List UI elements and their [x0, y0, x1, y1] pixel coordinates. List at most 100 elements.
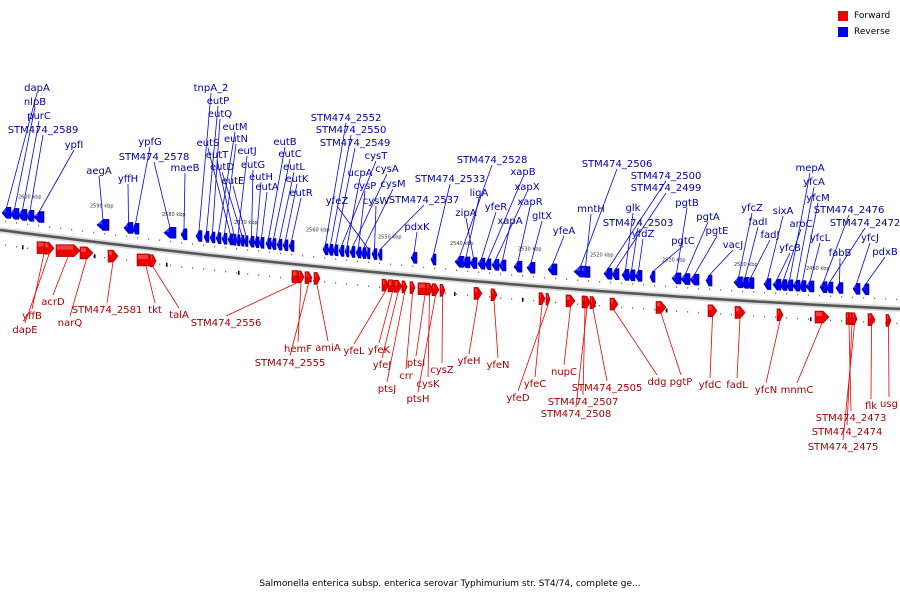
gene-yfca[interactable]: [792, 279, 801, 292]
gene-cysa[interactable]: [349, 246, 356, 258]
gene-ptsh[interactable]: [431, 283, 440, 297]
gene-cysm[interactable]: [360, 247, 367, 259]
gene-stm474-2508[interactable]: [583, 295, 591, 309]
gene-ucpa[interactable]: [344, 245, 350, 258]
gene-mnmc[interactable]: [814, 310, 830, 324]
gene-maeb[interactable]: [180, 228, 188, 241]
gene-narq[interactable]: [79, 246, 94, 260]
gene-stm474-2475[interactable]: [851, 312, 858, 326]
gene-eutr[interactable]: [288, 240, 295, 252]
gene-stm474-2555[interactable]: [304, 271, 313, 284]
gene-stm474-2533[interactable]: [430, 253, 437, 266]
gene-yfeh[interactable]: [473, 287, 483, 300]
gene-eute[interactable]: [243, 235, 249, 247]
gene-yfcj[interactable]: [852, 283, 861, 295]
gene-eutk[interactable]: [282, 239, 289, 252]
gene-eutn[interactable]: [221, 233, 228, 245]
gene-purc[interactable]: [17, 209, 28, 221]
gene-xapb[interactable]: [484, 258, 492, 271]
gene-pgta[interactable]: [680, 273, 691, 285]
gene-stm474-2581[interactable]: [107, 249, 119, 263]
gene-yfcl[interactable]: [805, 280, 815, 293]
gene-eutb[interactable]: [265, 237, 272, 250]
gene-eutp[interactable]: [203, 231, 210, 243]
gene-stm474-2505[interactable]: [589, 296, 597, 309]
gene-yfez[interactable]: [365, 247, 371, 260]
gene-fadl[interactable]: [734, 306, 746, 319]
gene-yfcb[interactable]: [772, 278, 782, 291]
gene-yfel[interactable]: [381, 278, 390, 292]
gene-euta[interactable]: [258, 236, 265, 249]
gene-stm474-2552[interactable]: [322, 243, 329, 256]
gene-tala[interactable]: [149, 254, 157, 268]
gene-cysw[interactable]: [371, 248, 378, 260]
gene-eutq[interactable]: [209, 231, 216, 244]
gene-pgtp[interactable]: [655, 301, 667, 314]
gene-fabb[interactable]: [835, 282, 844, 294]
gene-ypfi[interactable]: [33, 211, 45, 223]
gene-yfec[interactable]: [538, 292, 546, 305]
gene-stm474-2550[interactable]: [327, 244, 334, 256]
gene-crr[interactable]: [409, 281, 416, 294]
gene-cysz[interactable]: [439, 284, 446, 297]
gene-xapx[interactable]: [491, 259, 500, 271]
gene-eutg[interactable]: [248, 235, 255, 248]
gene-eutc[interactable]: [270, 238, 277, 250]
gene-yfcm[interactable]: [798, 280, 807, 292]
gene-aega[interactable]: [96, 219, 110, 231]
gene-stm474-2499[interactable]: [611, 268, 620, 281]
gene-cysp[interactable]: [355, 246, 362, 259]
gene-yfdz[interactable]: [634, 270, 643, 282]
gene-dapa[interactable]: [1, 207, 12, 219]
gene-stm474-2549[interactable]: [332, 244, 339, 257]
gene-eutj[interactable]: [235, 234, 241, 247]
gene-pdxb[interactable]: [861, 283, 870, 296]
gene-cysk[interactable]: [425, 282, 434, 296]
gene-tnpa-2[interactable]: [195, 230, 203, 242]
gene-pgte[interactable]: [689, 273, 700, 286]
gene-eutd[interactable]: [239, 234, 245, 247]
gene-eutm[interactable]: [215, 232, 222, 244]
gene-liga[interactable]: [461, 256, 471, 269]
gene-amia[interactable]: [313, 272, 321, 285]
gene-yfej[interactable]: [393, 279, 403, 293]
gene-mepa[interactable]: [785, 279, 794, 292]
gene-usg[interactable]: [885, 314, 892, 327]
gene-ypfg[interactable]: [131, 222, 140, 235]
gene-yffh[interactable]: [123, 222, 134, 234]
gene-acrd[interactable]: [55, 244, 81, 257]
gene-xapr[interactable]: [513, 260, 523, 273]
gene-nlpb[interactable]: [9, 208, 20, 220]
gene-cyst[interactable]: [338, 245, 345, 257]
gene-hemf[interactable]: [297, 270, 305, 284]
gene-flk[interactable]: [867, 313, 876, 326]
gene-stm474-2578[interactable]: [163, 226, 177, 239]
gene-xapa[interactable]: [498, 259, 507, 272]
gene-yfcz[interactable]: [733, 276, 744, 289]
gene-stm474-2537[interactable]: [377, 248, 383, 261]
gene-gltx[interactable]: [526, 261, 536, 274]
gene-zipa[interactable]: [469, 257, 478, 269]
gene-pgtc[interactable]: [649, 271, 656, 283]
gene-mnth[interactable]: [580, 266, 591, 278]
gene-yfea[interactable]: [547, 263, 558, 276]
gene-glk[interactable]: [621, 269, 630, 281]
gene-pdxk[interactable]: [410, 251, 418, 264]
gene-nupc[interactable]: [565, 294, 576, 308]
gene-vacj[interactable]: [705, 274, 713, 287]
gene-stm474-2589[interactable]: [25, 210, 35, 222]
gene-eutl[interactable]: [276, 238, 283, 251]
gene-yfen[interactable]: [490, 288, 498, 302]
gene-sixa[interactable]: [763, 278, 772, 290]
gene-ddg[interactable]: [609, 297, 619, 311]
gene-ptsj[interactable]: [401, 280, 408, 294]
gene-dape[interactable]: [43, 241, 55, 255]
gene-eutt[interactable]: [231, 234, 237, 246]
gene-yfed[interactable]: [545, 292, 551, 306]
gene-stm474-2500[interactable]: [603, 267, 613, 280]
gene-yfdc[interactable]: [707, 304, 718, 318]
gene-pgtb[interactable]: [671, 272, 682, 285]
gene-euth[interactable]: [253, 236, 260, 249]
gene-yfer[interactable]: [477, 257, 486, 270]
gene-stm474-2503[interactable]: [627, 269, 636, 282]
